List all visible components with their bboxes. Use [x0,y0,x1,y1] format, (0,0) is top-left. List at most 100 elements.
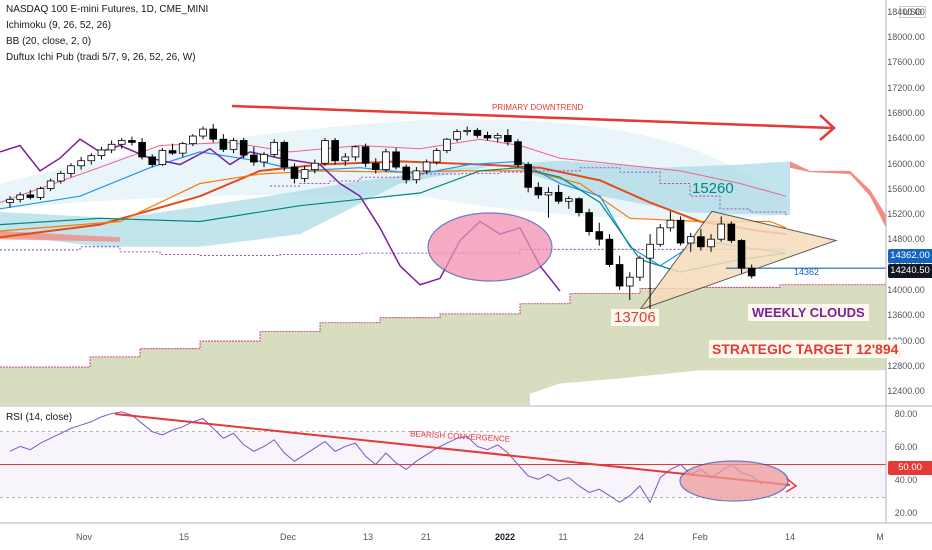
price-tick-label: 12400.00 [887,386,925,397]
candle-body [524,164,532,188]
candle-body [361,146,370,164]
daily-cloud [0,160,790,247]
candle-body [544,191,553,196]
candle-body [504,135,512,143]
candle-body [565,198,573,202]
time-tick-label: 11 [558,532,568,542]
low-price-label: 13706 [611,309,659,326]
candle-body [554,191,563,202]
candle-body [412,170,421,181]
step-line-upper [270,167,787,216]
price-tick-label: 16400.00 [887,133,925,144]
candle-body [290,166,299,179]
candle-body [493,135,502,139]
candle-body [331,140,339,162]
rsi-tick-label: 40.00 [894,474,918,485]
candle-body [656,227,665,245]
weekly-span-line [0,279,887,368]
candle-body [432,150,441,163]
candle-body [46,180,55,189]
candle-body [625,276,634,287]
weekly-cloud [0,279,886,405]
time-tick-label: M [876,532,884,542]
price-tick-label: 14000.00 [887,285,925,296]
rsi-series [0,411,886,504]
candle-body [26,194,35,198]
price-tick-label: 18000.00 [887,31,925,42]
candle-body [97,149,106,157]
candle-body [382,151,390,170]
candle-body [422,161,431,172]
candle-body [605,238,614,265]
candle-body [16,194,24,200]
candlestick-series [6,124,756,310]
candle-body [646,243,654,259]
tenkan-line [0,151,787,267]
candle-body [168,150,177,154]
candle-body [615,264,624,287]
candle-body [57,172,65,182]
rsi-tick-label: 60.00 [894,442,918,453]
price-tick-label: 14800.00 [887,234,925,245]
price-tick-label: 15600.00 [887,183,925,194]
price-tick-label: 15200.00 [887,209,925,220]
candle-body [260,154,268,163]
candle-body [392,151,400,168]
candle-body [209,128,218,140]
time-tick-label: 14 [784,532,796,542]
candle-body [595,231,604,240]
candle-body [6,198,14,203]
last-price-tag: 14240.50 [888,264,932,278]
candle-body [229,140,238,150]
candle-body [219,138,228,150]
rsi-legend: RSI (14, close) [6,412,73,423]
primary-downtrend-line [231,104,833,130]
time-tick-label: Feb [692,532,708,542]
candle-body [727,223,736,241]
time-tick-label: 24 [633,532,645,542]
candle-body [158,150,167,165]
downtrend-arrowhead [819,114,836,141]
candle-body [575,198,583,214]
candle-body [443,138,451,152]
candle-body [148,156,157,165]
price-tick-label: 18400.00 [887,6,925,17]
candle-body [585,212,593,233]
time-tick-label: 13 [362,532,374,542]
candle-body [36,188,45,198]
candle-body [514,141,522,165]
candle-body [697,236,705,248]
candle-body [473,129,482,136]
candle-body [250,154,258,163]
candle-body [636,257,644,278]
candle-body [138,141,146,158]
time-tick-label: 15 [178,532,190,542]
price-tick-label: 17200.00 [887,82,925,93]
candle-body [107,143,116,151]
level-price-tag: 14362.00 [888,249,932,263]
price-tick-label: 13600.00 [887,310,925,321]
price-tick-label: 13200.00 [887,335,925,346]
candle-body [280,141,289,168]
level-line-label: 14362 [794,267,820,277]
currency-label[interactable]: USD [898,6,926,18]
rsi-level-tag: 50.00 [888,461,932,475]
candle-body [534,186,543,196]
candle-body [737,240,746,269]
price-tick-label: 16000.00 [887,158,925,169]
time-tick-label: Dec [279,532,297,542]
rsi-line [9,411,763,504]
candle-body [199,128,207,137]
primary-downtrend-label: PRIMARY DOWNTREND [492,103,584,112]
step-line-lower [0,246,786,257]
red-cloud-right [790,161,886,228]
weekly-clouds-label: WEEKLY CLOUDS [748,304,869,321]
convergence-arrowhead [785,477,798,493]
time-tick-label: 2022 [494,532,516,542]
candle-body [351,146,360,158]
legend-bb: BB (20, close, 2, 0) [6,36,92,47]
candle-body [463,129,471,133]
price-tick-label: 17600.00 [887,57,925,68]
time-tick-label: 21 [420,532,432,542]
